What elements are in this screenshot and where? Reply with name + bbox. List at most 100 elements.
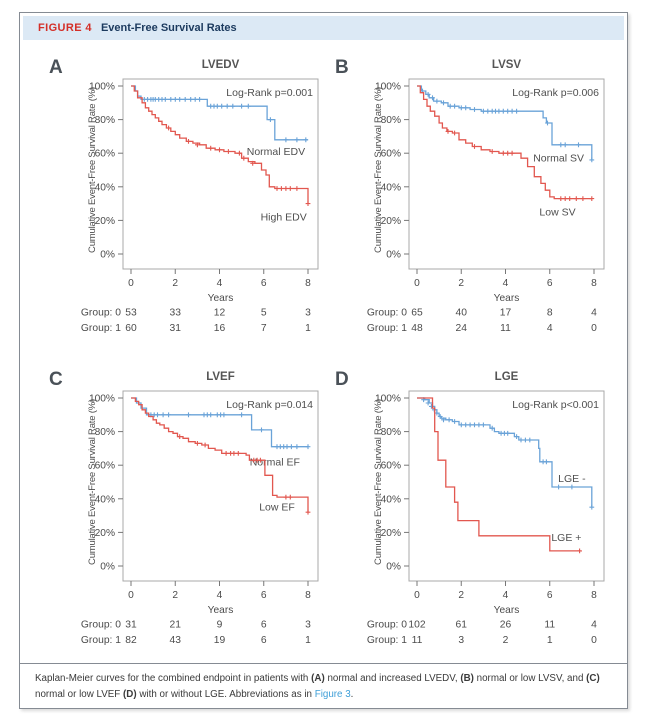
y-axis-label: Cumulative Event-Free Survival Rate (%) bbox=[373, 399, 384, 565]
panel-d: D LGE 100% 80% 60% 40% 20% 0% Cumulative Event-F… bbox=[329, 359, 621, 659]
curve-label-low-ef: Low EF bbox=[259, 502, 295, 514]
y-axis: 100% 80% 60% 40% 20% 0%Cumulative Event-Free … bbox=[87, 394, 123, 573]
figure-box: FIGURE 4 Event-Free Survival Rates A LVED… bbox=[19, 12, 628, 709]
censor-marks-low-ef bbox=[177, 434, 311, 515]
at-risk-row-label: Group: 1 bbox=[367, 323, 407, 334]
at-risk-value: 26 bbox=[500, 620, 512, 631]
censor-marks-low-sv bbox=[445, 129, 595, 201]
panel-c-chart: C LVEF 100% 80% 60% 40% 20% 0%Cumulative Event-… bbox=[49, 369, 319, 647]
svg-text:40%: 40% bbox=[381, 494, 401, 505]
svg-text:4: 4 bbox=[217, 278, 223, 289]
panel-letter: A bbox=[49, 57, 63, 78]
at-risk-value: 21 bbox=[170, 620, 182, 631]
svg-text:20%: 20% bbox=[381, 528, 401, 539]
km-curve-low-sv bbox=[417, 85, 592, 200]
figure-caption-section: Kaplan-Meier curves for the combined end… bbox=[20, 663, 627, 708]
at-risk-value: 1 bbox=[305, 323, 311, 334]
at-risk-value: 43 bbox=[170, 635, 182, 646]
at-risk-value: 8 bbox=[547, 308, 553, 319]
figure-3-link[interactable]: Figure 3 bbox=[314, 688, 351, 700]
svg-text:4: 4 bbox=[217, 590, 223, 601]
svg-text:20%: 20% bbox=[95, 528, 115, 539]
caption-segment: (B) bbox=[460, 673, 474, 684]
svg-text:2: 2 bbox=[172, 278, 178, 289]
at-risk-value: 0 bbox=[591, 323, 597, 334]
at-risk-value: 3 bbox=[305, 308, 311, 319]
log-rank-annotation: Log-Rank p=0.006 bbox=[512, 87, 599, 99]
at-risk-value: 3 bbox=[305, 620, 311, 631]
at-risk-row: Group: 1 11 3 2 1 0 bbox=[367, 635, 597, 646]
at-risk-row-label: Group: 0 bbox=[81, 308, 121, 319]
curve-label-normal-ef: Normal EF bbox=[250, 456, 300, 468]
svg-text:40%: 40% bbox=[95, 494, 115, 505]
at-risk-value: 4 bbox=[591, 308, 597, 319]
at-risk-value: 31 bbox=[125, 620, 137, 631]
km-curve-lge bbox=[417, 397, 593, 508]
panels-grid: A LVEDV 100% 80% 60% 40% 20% 0% Cumulative Event… bbox=[20, 41, 627, 663]
panel-d-chart: D LGE 100% 80% 60% 40% 20% 0%Cumulative Event-F… bbox=[335, 369, 605, 647]
svg-text:0: 0 bbox=[128, 278, 134, 289]
at-risk-value: 33 bbox=[170, 308, 182, 319]
svg-text:0: 0 bbox=[414, 590, 420, 601]
figure-header: FIGURE 4 Event-Free Survival Rates bbox=[23, 16, 624, 40]
curve-label-normal-sv: Normal SV bbox=[533, 153, 584, 165]
svg-text:4: 4 bbox=[503, 278, 509, 289]
log-rank-annotation: Log-Rank p=0.001 bbox=[226, 87, 313, 99]
km-curve-normal-ef bbox=[131, 397, 308, 448]
plot-frame bbox=[122, 390, 319, 582]
y-axis-label: Cumulative Event-Free Survival Rate (%) bbox=[87, 87, 98, 253]
at-risk-value: 11 bbox=[500, 323, 511, 334]
km-curve-lge bbox=[417, 397, 581, 552]
panel-letter: D bbox=[335, 369, 349, 390]
y-axis: 100% 80% 60% 40% 20% 0%Cumulative Event-Free … bbox=[87, 82, 123, 261]
svg-text:60%: 60% bbox=[381, 149, 401, 160]
svg-text:80%: 80% bbox=[95, 427, 115, 438]
at-risk-value: 7 bbox=[261, 323, 267, 334]
svg-text:100%: 100% bbox=[89, 82, 115, 93]
x-axis: 0 2 4 6 8 Years bbox=[414, 269, 597, 304]
at-risk-table: Group: 0 102 61 26 11 4 Group: 1 11 3 2 1 0 bbox=[367, 620, 597, 647]
at-risk-value: 12 bbox=[214, 308, 226, 319]
svg-text:100%: 100% bbox=[375, 82, 401, 93]
at-risk-value: 16 bbox=[214, 323, 226, 334]
panel-b-chart: B LVSV 100% 80% 60% 40% 20% 0%Cumulative Event-… bbox=[335, 57, 605, 335]
curve-label-normal-edv: Normal EDV bbox=[247, 146, 305, 158]
at-risk-table: Group: 0 31 21 9 6 3 Group: 1 82 43 19 6 1 bbox=[81, 620, 311, 647]
at-risk-value: 82 bbox=[125, 635, 137, 646]
svg-text:60%: 60% bbox=[95, 461, 115, 472]
svg-text:40%: 40% bbox=[381, 182, 401, 193]
y-axis-label: Cumulative Event-Free Survival Rate (%) bbox=[87, 399, 98, 565]
at-risk-row-label: Group: 0 bbox=[367, 620, 407, 631]
at-risk-value: 17 bbox=[500, 308, 512, 319]
x-axis-label: Years bbox=[494, 605, 520, 616]
log-rank-annotation: Log-Rank p=0.014 bbox=[226, 399, 313, 411]
at-risk-row: Group: 0 31 21 9 6 3 bbox=[81, 620, 311, 631]
svg-text:60%: 60% bbox=[381, 461, 401, 472]
caption-segment: (A) bbox=[311, 673, 325, 684]
svg-text:8: 8 bbox=[591, 590, 597, 601]
at-risk-value: 5 bbox=[261, 308, 267, 319]
svg-text:0%: 0% bbox=[100, 250, 115, 261]
figure-caption: Kaplan-Meier curves for the combined end… bbox=[35, 671, 612, 703]
panel-title: LVSV bbox=[492, 59, 522, 71]
svg-text:0%: 0% bbox=[386, 250, 401, 261]
curve-label-lge: LGE - bbox=[558, 473, 586, 485]
caption-segment: (C) bbox=[586, 673, 600, 684]
at-risk-row-label: Group: 1 bbox=[81, 323, 121, 334]
at-risk-value: 19 bbox=[214, 635, 226, 646]
panel-a: A LVEDV 100% 80% 60% 40% 20% 0% Cumulative Event… bbox=[43, 47, 335, 347]
svg-text:100%: 100% bbox=[89, 394, 115, 405]
at-risk-row-label: Group: 1 bbox=[367, 635, 407, 646]
at-risk-row: Group: 0 102 61 26 11 4 bbox=[367, 620, 597, 631]
svg-text:40%: 40% bbox=[95, 182, 115, 193]
at-risk-value: 4 bbox=[591, 620, 597, 631]
svg-text:6: 6 bbox=[261, 278, 267, 289]
at-risk-value: 1 bbox=[305, 635, 311, 646]
at-risk-value: 102 bbox=[408, 620, 425, 631]
svg-text:100%: 100% bbox=[375, 394, 401, 405]
at-risk-row: Group: 1 48 24 11 4 0 bbox=[367, 323, 597, 334]
svg-text:60%: 60% bbox=[95, 149, 115, 160]
km-curve-low-ef bbox=[131, 397, 309, 513]
censor-marks-normal-edv bbox=[141, 97, 309, 143]
